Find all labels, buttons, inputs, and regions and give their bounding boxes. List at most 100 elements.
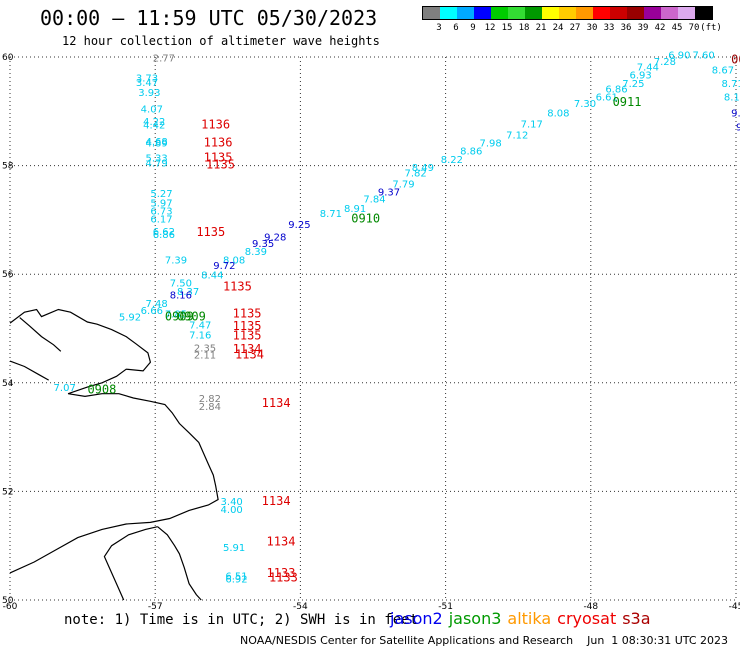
legend-swatch [474,7,491,19]
wave-height-labels: 2.77 3.733.473.93 4.07 4.224.42 4.684.89 5.33… [54,51,740,586]
page-subtitle: 12 hour collection of altimeter wave hei… [62,34,380,48]
pass-time-label: 0909 [177,309,206,323]
legend-swatch [525,7,542,19]
coastline-segment [157,526,202,601]
wave-height-value: 7.39 [165,255,187,266]
wave-height-value: 5.97 [150,198,172,209]
legend-label: 36 [620,23,632,33]
wave-height-value: 9.37 [378,187,400,198]
wave-height-value: 6.17 [150,215,172,226]
legend-label: 30 [586,23,598,33]
wave-height-value: 7.28 [654,57,676,68]
pass-time-label: 1136 [201,118,230,132]
wave-height-value: 7.82 [404,168,426,179]
color-legend: 3 6 9 12 15 18 21 24 27 30 33 36 39 42 45 70 (ft) [422,6,722,37]
wave-height-value: 6.90 [668,51,690,62]
coastline-segment [19,317,62,352]
wave-height-value: 9.28 [264,233,286,244]
pass-time-label: 1133 [269,571,298,585]
wave-height-value: 5.92 [119,312,141,323]
wave-height-value: 7.98 [479,139,501,150]
wave-height-value: 4.22 [143,117,165,128]
pass-time-label: 1134 [267,535,296,549]
legend-labels: 3 6 9 12 15 18 21 24 27 30 33 36 39 42 45 70 (ft) [422,23,722,37]
wave-height-value: 7.44 [637,63,659,74]
wave-height-value: 2.35 [194,343,216,354]
legend-label: 3 [436,23,442,33]
wave-height-value: 5.91 [223,543,245,554]
pass-time-label: 1136 [204,136,233,150]
lon-tick-label: -48 [583,602,598,612]
wave-height-value: 8.71 [721,79,740,90]
wave-height-value: 7.12 [506,130,528,141]
wave-height-value: 5.33 [146,153,168,164]
footer-note: note: 1) Time is in UTC; 2) SWH is in fe… [64,612,419,628]
wave-height-value: 8.49 [412,163,434,174]
legend-swatch [440,7,457,19]
legend-swatch [457,7,474,19]
legend-label: 12 [484,23,496,33]
legend-label: 33 [603,23,615,33]
legend-swatch [610,7,627,19]
lat-tick-label: 56 [2,270,14,280]
page-title: 00:00 – 11:59 UTC 05/30/2023 [40,6,378,30]
wave-height-value: 6.61 [596,92,618,103]
wave-height-value: 8.08 [223,255,245,266]
wave-height-value: 7.84 [363,195,385,206]
pass-time-label: 1134 [262,494,291,508]
wave-height-value: 6.73 [150,206,172,217]
pass-time-label: 1135 [233,307,262,321]
wave-height-value: 7.50 [170,279,192,290]
map-grid [9,56,737,601]
coastline-segment [9,308,219,574]
lat-tick-label: 58 [2,162,14,172]
legend-label: 45 [671,23,683,33]
lat-tick-label: 54 [2,379,14,389]
wave-height-value: 5.27 [150,189,172,200]
legend-swatch [508,7,525,19]
wave-height-value: 3.93 [138,88,160,99]
satellite-altika: altika [507,609,552,628]
pass-time-label: 1135 [223,279,252,293]
wave-height-value: 3.73 [136,73,158,84]
wave-height-value: 7.25 [622,79,644,90]
pass-time-label: 0911 [613,95,642,109]
pass-time-labels: 1136113611351135113511351135113511351134… [87,53,740,585]
pass-time-label: 1133 [267,566,296,580]
wave-height-value: 9.72 [213,261,235,272]
wave-height-value: 8.44 [201,271,223,282]
lon-tick-label: -60 [3,602,18,612]
pass-time-label: 1135 [233,328,262,342]
pass-time-label: 1135 [233,319,262,333]
wave-height-value: 6.62 [153,227,175,238]
pass-time-label: 0908 [87,383,116,397]
legend-swatch [542,7,559,19]
pass-time-label: 0910 [351,212,380,226]
legend-label: 6 [453,23,459,33]
legend-label: 21 [535,23,547,33]
wave-height-value: 6.86 [153,230,175,241]
wave-height-value: 8.08 [547,109,569,120]
legend-swatch [678,7,695,19]
legend-swatch [491,7,508,19]
wave-height-value: 7.60 [692,51,714,62]
wave-height-value: 9.25 [288,220,310,231]
wave-height-value: 8.67 [712,65,734,76]
wave-height-value: 7.47 [189,321,211,332]
satellite-jason2: jason2 [390,609,443,628]
legend-label: (ft) [700,23,722,33]
wave-height-value: 2.84 [199,402,221,413]
pass-time-label: 1134 [235,347,264,361]
lat-tick-label: 60 [2,53,14,63]
wave-height-value: 4.68 [146,137,168,148]
wave-height-value: 4.42 [143,121,165,132]
legend-label: 9 [470,23,476,33]
wave-height-value: 3.47 [136,78,158,89]
wave-height-value: 2.77 [153,53,175,64]
legend-label: 27 [569,23,581,33]
lon-tick-label: -51 [438,602,453,612]
lon-tick-label: -45 [729,602,740,612]
pass-time-label: 1135 [204,150,233,164]
wave-height-value: 9.48 [731,109,740,120]
